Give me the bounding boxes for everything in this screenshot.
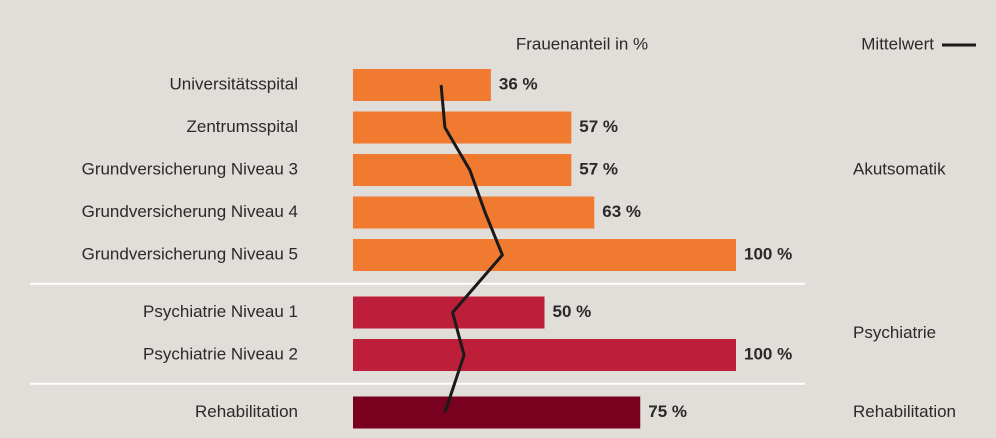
category-label: Universitätsspital (170, 74, 299, 93)
group-label: Psychiatrie (853, 323, 936, 342)
bar (353, 69, 491, 101)
bar (353, 111, 572, 144)
group-label: Akutsomatik (853, 159, 946, 178)
bar (353, 239, 736, 271)
value-label: 75 % (648, 402, 687, 421)
value-label: 36 % (499, 74, 538, 93)
value-label: 57 % (579, 117, 618, 136)
category-label: Grundversicherung Niveau 4 (82, 202, 298, 221)
category-label: Rehabilitation (195, 402, 298, 421)
category-label: Psychiatrie Niveau 2 (143, 344, 298, 363)
value-label: 100 % (744, 244, 792, 263)
value-label: 57 % (579, 159, 618, 178)
bar (353, 396, 641, 429)
mean-line (439, 84, 504, 413)
category-label: Psychiatrie Niveau 1 (143, 302, 298, 321)
legend-label: Mittelwert (861, 34, 934, 53)
bar (353, 339, 736, 371)
axis-label: Frauenanteil in % (516, 34, 648, 53)
category-label: Zentrumsspital (187, 117, 298, 136)
category-label: Grundversicherung Niveau 5 (82, 244, 298, 263)
value-label: 63 % (602, 202, 641, 221)
category-label: Grundversicherung Niveau 3 (82, 159, 298, 178)
group-label: Rehabilitation (853, 402, 956, 421)
value-label: 50 % (553, 302, 592, 321)
value-label: 100 % (744, 344, 792, 363)
bar (353, 196, 595, 229)
bar (353, 296, 545, 329)
